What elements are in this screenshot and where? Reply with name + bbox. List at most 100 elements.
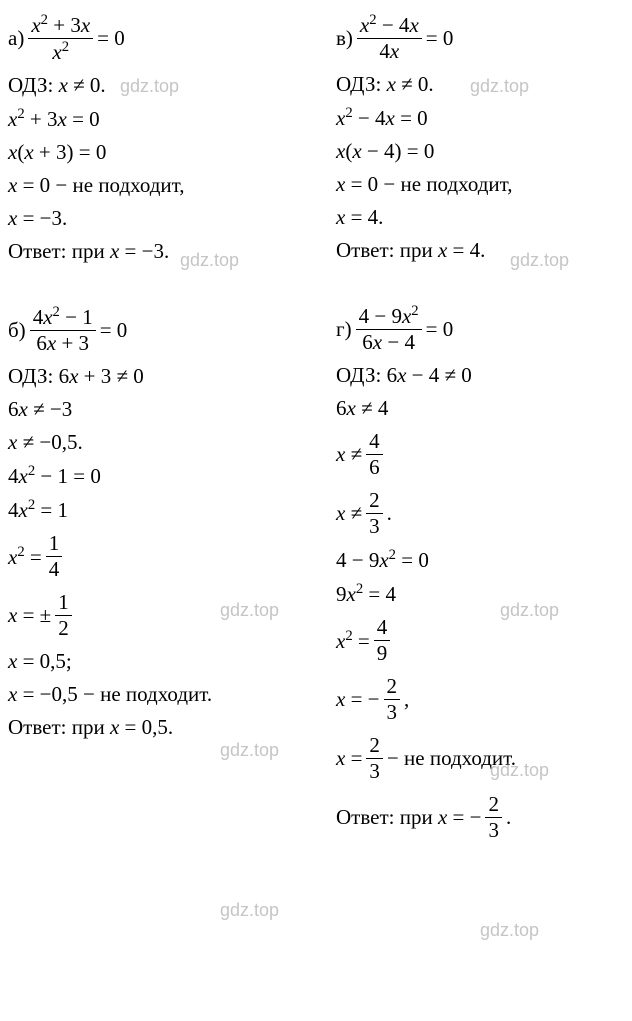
lhs: x = − — [336, 687, 380, 712]
answer-line: Ответ: при x = − 2 3 . — [336, 792, 624, 843]
step-line: 4x2 − 1 = 0 — [8, 463, 296, 489]
problem-label: а) — [8, 26, 24, 51]
problem-label: г) — [336, 317, 352, 342]
numerator: 2 — [485, 792, 502, 818]
denominator: 6x − 4 — [356, 330, 422, 355]
odz-line: ОДЗ: 6x − 4 ≠ 0 — [336, 363, 624, 388]
suffix: . — [506, 805, 511, 830]
problem-label: в) — [336, 26, 353, 51]
numerator: 4x2 − 1 — [30, 304, 96, 331]
denominator: 6x + 3 — [30, 331, 96, 356]
suffix: − не подходит. — [387, 746, 516, 771]
right-column: в) x2 − 4x 4x = 0 ОДЗ: x ≠ 0. x2 − 4x = … — [336, 12, 624, 883]
step-line: x ≠ 4 6 — [336, 429, 624, 480]
step-line: x2 = 4 9 — [336, 615, 624, 666]
odz-line: ОДЗ: x ≠ 0. — [8, 73, 296, 98]
fraction: 2 3 — [384, 674, 401, 725]
suffix: . — [387, 501, 392, 526]
problem-a: а) x2 + 3x x2 = 0 ОДЗ: x ≠ 0. x2 + 3x = … — [8, 12, 296, 264]
lhs: x2 = — [8, 544, 42, 570]
numerator: 2 — [366, 733, 383, 759]
step-line: 6x ≠ 4 — [336, 396, 624, 421]
equation-line: г) 4 − 9x2 6x − 4 = 0 — [336, 303, 624, 355]
suffix: , — [404, 687, 409, 712]
lhs: x = ± — [8, 603, 51, 628]
problem-label: б) — [8, 318, 26, 343]
problem-v: в) x2 − 4x 4x = 0 ОДЗ: x ≠ 0. x2 − 4x = … — [336, 12, 624, 263]
watermark-text: gdz.top — [220, 900, 279, 921]
step-line: x(x − 4) = 0 — [336, 139, 624, 164]
numerator: 4 − 9x2 — [356, 303, 422, 330]
problem-g: г) 4 − 9x2 6x − 4 = 0 ОДЗ: 6x − 4 ≠ 0 6x… — [336, 303, 624, 843]
numerator: 2 — [366, 488, 383, 514]
answer-line: Ответ: при x = 0,5. — [8, 715, 296, 740]
step-line: 4x2 = 1 — [8, 497, 296, 523]
step-line: x = −0,5 − не подходит. — [8, 682, 296, 707]
numerator: 4 — [366, 429, 383, 455]
numerator: 2 — [384, 674, 401, 700]
odz-line: ОДЗ: 6x + 3 ≠ 0 — [8, 364, 296, 389]
fraction: 4 − 9x2 6x − 4 — [356, 303, 422, 355]
numerator: 1 — [55, 590, 72, 616]
denominator: x2 — [28, 39, 93, 65]
watermark-text: gdz.top — [480, 920, 539, 941]
rhs: = 0 — [100, 318, 128, 343]
fraction: 2 3 — [485, 792, 502, 843]
rhs: = 0 — [426, 26, 454, 51]
answer-line: Ответ: при x = 4. — [336, 238, 624, 263]
denominator: 3 — [384, 700, 401, 725]
problem-b: б) 4x2 − 1 6x + 3 = 0 ОДЗ: 6x + 3 ≠ 0 6x… — [8, 304, 296, 740]
fraction: 4 6 — [366, 429, 383, 480]
fraction: 1 2 — [55, 590, 72, 641]
fraction: x2 + 3x x2 — [28, 12, 93, 65]
denominator: 3 — [485, 818, 502, 843]
step-line: 4 − 9x2 = 0 — [336, 547, 624, 573]
rhs: = 0 — [426, 317, 454, 342]
denominator: 3 — [366, 514, 383, 539]
step-line: x = 0 − не подходит, — [8, 173, 296, 198]
step-line: x = −3. — [8, 206, 296, 231]
lhs: x2 = — [336, 628, 370, 654]
lhs: x ≠ — [336, 501, 362, 526]
answer-lhs: Ответ: при x = − — [336, 805, 481, 830]
equation-line: в) x2 − 4x 4x = 0 — [336, 12, 624, 64]
step-line: x2 + 3x = 0 — [8, 106, 296, 132]
step-line: x ≠ 2 3 . — [336, 488, 624, 539]
fraction: 4 9 — [374, 615, 391, 666]
step-line: x ≠ −0,5. — [8, 430, 296, 455]
numerator: 4 — [374, 615, 391, 641]
numerator: x2 − 4x — [357, 12, 422, 39]
denominator: 2 — [55, 616, 72, 641]
denominator: 4x — [357, 39, 422, 64]
step-line: x2 − 4x = 0 — [336, 105, 624, 131]
fraction: 1 4 — [46, 531, 63, 582]
step-line: 6x ≠ −3 — [8, 397, 296, 422]
step-line: x = 0,5; — [8, 649, 296, 674]
fraction: 2 3 — [366, 733, 383, 784]
numerator: x2 + 3x — [28, 12, 93, 39]
denominator: 4 — [46, 557, 63, 582]
step-line: x = 2 3 − не подходит. — [336, 733, 624, 784]
step-line: x = 0 − не подходит, — [336, 172, 624, 197]
step-line: x = ± 1 2 — [8, 590, 296, 641]
fraction: 2 3 — [366, 488, 383, 539]
odz-line: ОДЗ: x ≠ 0. — [336, 72, 624, 97]
lhs: x ≠ — [336, 442, 362, 467]
denominator: 3 — [366, 759, 383, 784]
denominator: 9 — [374, 641, 391, 666]
step-line: x2 = 1 4 — [8, 531, 296, 582]
answer-line: Ответ: при x = −3. — [8, 239, 296, 264]
fraction: x2 − 4x 4x — [357, 12, 422, 64]
step-line: 9x2 = 4 — [336, 581, 624, 607]
step-line: x = 4. — [336, 205, 624, 230]
rhs: = 0 — [97, 26, 125, 51]
fraction: 4x2 − 1 6x + 3 — [30, 304, 96, 356]
step-line: x(x + 3) = 0 — [8, 140, 296, 165]
left-column: а) x2 + 3x x2 = 0 ОДЗ: x ≠ 0. x2 + 3x = … — [8, 12, 296, 883]
denominator: 6 — [366, 455, 383, 480]
page-container: а) x2 + 3x x2 = 0 ОДЗ: x ≠ 0. x2 + 3x = … — [8, 12, 624, 883]
equation-line: б) 4x2 − 1 6x + 3 = 0 — [8, 304, 296, 356]
equation-line: а) x2 + 3x x2 = 0 — [8, 12, 296, 65]
step-line: x = − 2 3 , — [336, 674, 624, 725]
numerator: 1 — [46, 531, 63, 557]
